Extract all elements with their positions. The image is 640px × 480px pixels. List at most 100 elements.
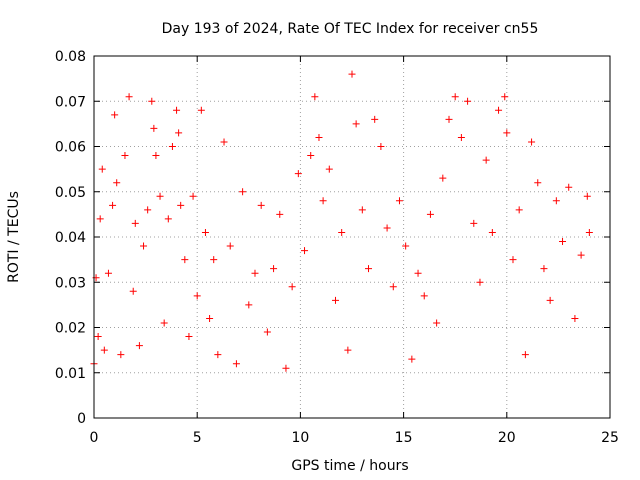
data-point bbox=[414, 269, 422, 277]
y-tick-label: 0.03 bbox=[55, 275, 86, 291]
y-tick-label: 0 bbox=[77, 411, 86, 427]
data-point bbox=[307, 152, 315, 160]
data-point bbox=[276, 210, 284, 218]
data-point bbox=[552, 197, 560, 205]
data-point bbox=[239, 188, 247, 196]
data-point bbox=[439, 174, 447, 182]
data-point bbox=[104, 269, 112, 277]
data-point bbox=[282, 364, 290, 372]
data-point bbox=[464, 97, 472, 105]
x-tick-label: 15 bbox=[395, 430, 413, 446]
data-point bbox=[509, 256, 517, 264]
data-point bbox=[501, 93, 509, 101]
x-tick-label: 25 bbox=[601, 430, 619, 446]
data-point bbox=[125, 93, 133, 101]
data-point bbox=[111, 111, 119, 119]
data-point bbox=[521, 351, 529, 359]
data-point bbox=[175, 129, 183, 137]
x-tick-label: 10 bbox=[291, 430, 309, 446]
data-point bbox=[156, 192, 164, 200]
data-point bbox=[534, 179, 542, 187]
data-point bbox=[319, 197, 327, 205]
data-point bbox=[325, 165, 333, 173]
data-point bbox=[402, 242, 410, 250]
data-point bbox=[100, 346, 108, 354]
data-point bbox=[352, 120, 360, 128]
data-point bbox=[193, 292, 201, 300]
data-point bbox=[206, 314, 214, 322]
data-point bbox=[348, 70, 356, 78]
data-point bbox=[150, 124, 158, 132]
data-point bbox=[445, 115, 453, 123]
data-point bbox=[117, 351, 125, 359]
data-point bbox=[129, 287, 137, 295]
chart-title: Day 193 of 2024, Rate Of TEC Index for r… bbox=[162, 21, 539, 37]
x-tick-label: 0 bbox=[90, 430, 99, 446]
data-point bbox=[577, 251, 585, 259]
data-point bbox=[311, 93, 319, 101]
data-point bbox=[210, 256, 218, 264]
data-point bbox=[395, 197, 403, 205]
data-point bbox=[583, 192, 591, 200]
data-point bbox=[457, 133, 465, 141]
data-point bbox=[263, 328, 271, 336]
data-point bbox=[144, 206, 152, 214]
data-point bbox=[301, 247, 309, 255]
data-point bbox=[344, 346, 352, 354]
data-point bbox=[270, 265, 278, 273]
data-point bbox=[189, 192, 197, 200]
data-point bbox=[152, 152, 160, 160]
data-point bbox=[383, 224, 391, 232]
data-point bbox=[482, 156, 490, 164]
data-point bbox=[135, 342, 143, 350]
data-point bbox=[571, 314, 579, 322]
x-tick-label: 5 bbox=[193, 430, 202, 446]
data-point bbox=[377, 143, 385, 150]
data-point bbox=[389, 283, 397, 291]
data-point bbox=[365, 265, 373, 273]
data-point bbox=[181, 256, 189, 264]
data-points bbox=[90, 70, 593, 372]
y-tick-label: 0.04 bbox=[55, 230, 86, 246]
data-point bbox=[121, 152, 129, 160]
data-point bbox=[131, 219, 139, 227]
data-point bbox=[140, 242, 148, 250]
data-point bbox=[96, 215, 104, 223]
data-point bbox=[331, 296, 339, 304]
y-tick-label: 0.02 bbox=[55, 321, 86, 337]
data-point bbox=[226, 242, 234, 250]
data-point bbox=[109, 201, 117, 209]
data-point bbox=[94, 333, 102, 341]
data-point bbox=[185, 333, 193, 341]
data-point bbox=[565, 183, 573, 191]
data-point bbox=[251, 269, 259, 277]
x-tick-label: 20 bbox=[498, 430, 516, 446]
data-point bbox=[173, 106, 181, 114]
data-point bbox=[164, 215, 172, 223]
data-point bbox=[113, 179, 121, 187]
data-point bbox=[540, 265, 548, 273]
data-point bbox=[257, 201, 265, 209]
data-point bbox=[220, 138, 228, 146]
data-point bbox=[201, 228, 209, 236]
data-point bbox=[546, 296, 554, 304]
data-point bbox=[426, 210, 434, 218]
x-axis-label: GPS time / hours bbox=[291, 458, 408, 474]
data-point bbox=[451, 93, 459, 101]
data-point bbox=[371, 115, 379, 123]
data-point bbox=[148, 97, 156, 105]
data-point bbox=[288, 283, 296, 291]
data-point bbox=[503, 129, 511, 137]
data-point bbox=[160, 319, 168, 327]
data-point bbox=[528, 138, 536, 146]
data-point bbox=[197, 106, 205, 114]
data-point bbox=[433, 319, 441, 327]
data-point bbox=[408, 355, 416, 363]
data-point bbox=[559, 238, 567, 246]
y-tick-label: 0.06 bbox=[55, 140, 86, 156]
data-point bbox=[515, 206, 523, 214]
data-point bbox=[177, 201, 185, 209]
y-tick-label: 0.01 bbox=[55, 366, 86, 382]
y-tick-label: 0.08 bbox=[55, 49, 86, 65]
x-axis-ticks: 0 5 10 15 20 25 bbox=[90, 56, 619, 446]
